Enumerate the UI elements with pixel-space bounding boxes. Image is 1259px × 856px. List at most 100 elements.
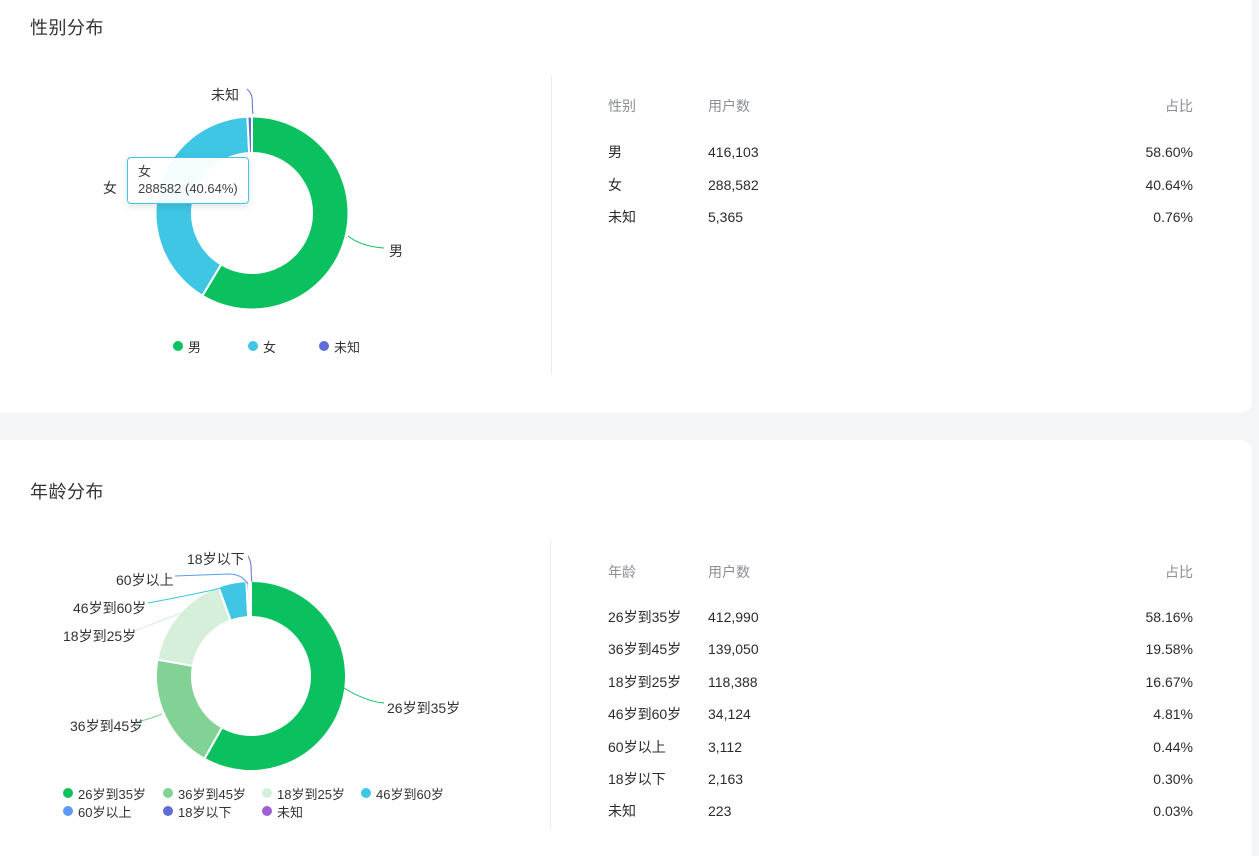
cell-label: 18岁到25岁 (608, 674, 682, 690)
legend-item-unknown[interactable]: 未知 (319, 337, 360, 355)
legend-item-unknown-age[interactable]: 未知 (262, 802, 303, 820)
age-table-header: 年龄 用户数 占比 (608, 562, 1193, 582)
legend-item-female[interactable]: 女 (248, 337, 276, 355)
callout-line-46-60 (147, 585, 231, 604)
table-row: 男 416,103 58.60% (608, 142, 1193, 162)
vertical-divider (551, 75, 552, 375)
age-section-title: 年龄分布 (30, 482, 104, 502)
callout-label-unknown: 未知 (211, 87, 239, 103)
cell-users: 34,124 (708, 706, 751, 722)
header-gender: 性别 (608, 98, 636, 114)
cell-percent: 58.60% (1145, 144, 1193, 160)
cell-label: 男 (608, 144, 622, 160)
legend-dot-26-35 (63, 788, 73, 798)
cell-users: 2,163 (708, 771, 744, 787)
table-row: 26岁到35岁 412,990 58.16% (608, 607, 1193, 627)
callout-line-male (347, 235, 385, 249)
callout-label-under-18: 18岁以下 (187, 551, 245, 567)
legend-label-male: 男 (188, 339, 202, 355)
cell-label: 女 (608, 177, 622, 193)
tooltip-value: 288582 (40.64%) (138, 181, 238, 196)
callout-label-60-plus: 60岁以上 (116, 572, 174, 588)
cell-label: 60岁以上 (608, 739, 666, 755)
header-percent: 占比 (1165, 98, 1193, 114)
cell-percent: 0.30% (1153, 771, 1193, 787)
cell-percent: 4.81% (1153, 706, 1193, 722)
cell-label: 18岁以下 (608, 771, 666, 787)
cell-users: 118,388 (708, 674, 758, 690)
cell-percent: 19.58% (1145, 641, 1193, 657)
cell-label: 36岁到45岁 (608, 641, 682, 657)
callout-line-under-18 (247, 555, 253, 583)
callout-label-46-60: 46岁到60岁 (73, 600, 147, 616)
vertical-divider (550, 540, 551, 830)
legend-item-under-18[interactable]: 18岁以下 (163, 802, 231, 820)
header-percent: 占比 (1165, 564, 1193, 580)
legend-label-unknown: 未知 (334, 339, 361, 355)
table-row: 未知 5,365 0.76% (608, 207, 1193, 227)
cell-users: 3,112 (708, 739, 742, 755)
legend-dot-36-45 (163, 788, 173, 798)
section-gap (0, 413, 1259, 440)
legend-dot-46-60 (361, 788, 371, 798)
gender-chart-area: 未知 女 男 女 288582 (40.64%) 男 女 未知 (0, 0, 552, 413)
age-callout-lines (134, 555, 385, 723)
legend-label-female: 女 (263, 339, 277, 355)
legend-dot-under-18 (163, 806, 173, 816)
legend-item-male[interactable]: 男 (173, 337, 201, 355)
cell-percent: 58.16% (1145, 609, 1193, 625)
cell-label: 未知 (608, 803, 636, 819)
header-age: 年龄 (608, 564, 636, 580)
table-row: 18岁以下 2,163 0.30% (608, 769, 1193, 789)
callout-line-36-45 (136, 713, 163, 723)
callout-label-male: 男 (389, 243, 403, 259)
callout-line-unknown (246, 88, 254, 115)
legend-dot-unknown (319, 341, 329, 351)
cell-label: 46岁到60岁 (608, 706, 682, 722)
table-row: 60岁以上 3,112 0.44% (608, 737, 1193, 757)
legend-item-26-35[interactable]: 26岁到35岁 (63, 784, 146, 802)
cell-percent: 0.03% (1153, 803, 1193, 819)
cell-percent: 0.44% (1153, 739, 1193, 755)
cell-users: 288,582 (708, 177, 759, 193)
pie-slice-未知[interactable] (246, 115, 253, 155)
table-row: 36岁到45岁 139,050 19.58% (608, 639, 1193, 659)
table-row: 18岁到25岁 118,388 16.67% (608, 672, 1193, 692)
legend-label-18-25: 18岁到25岁 (277, 786, 345, 802)
age-chart-area: 18岁以下 60岁以上 46岁到60岁 18岁到25岁 36岁到45岁 26岁到… (0, 440, 552, 856)
chart-tooltip: 女 288582 (40.64%) (127, 157, 249, 204)
cell-users: 139,050 (708, 641, 759, 657)
legend-label-46-60: 46岁到60岁 (376, 786, 444, 802)
legend-label-36-45: 36岁到45岁 (178, 786, 246, 802)
header-users: 用户数 (708, 98, 750, 114)
legend-dot-male (173, 341, 183, 351)
cell-users: 416,103 (708, 144, 759, 160)
gender-section-card: 性别分布 未知 女 男 女 288582 (40.64%) 男 女 未知 性 (0, 0, 1252, 413)
legend-item-36-45[interactable]: 36岁到45岁 (163, 784, 246, 802)
legend-label-26-35: 26岁到35岁 (78, 786, 146, 802)
age-donut-chart[interactable] (0, 440, 552, 856)
age-section-card: 年龄分布 18岁以下 60岁以上 46岁到60岁 18岁到25岁 36岁到45岁… (0, 440, 1252, 856)
cell-percent: 0.76% (1153, 209, 1193, 225)
legend-dot-60-plus (63, 806, 73, 816)
cell-percent: 40.64% (1145, 177, 1193, 193)
legend-label-60-plus: 60岁以上 (78, 804, 132, 820)
age-table: 年龄 用户数 占比 26岁到35岁 412,990 58.16% 36岁到45岁… (608, 440, 1193, 856)
legend-label-under-18: 18岁以下 (178, 804, 232, 820)
callout-line-26-35 (343, 687, 385, 704)
callout-line-60-plus (174, 573, 249, 585)
tooltip-series-name: 女 (138, 164, 152, 179)
cell-label: 26岁到35岁 (608, 609, 682, 625)
table-row: 46岁到60岁 34,124 4.81% (608, 704, 1193, 724)
cell-users: 223 (708, 803, 732, 819)
gender-table-header: 性别 用户数 占比 (608, 96, 1193, 116)
legend-item-46-60[interactable]: 46岁到60岁 (361, 784, 444, 802)
legend-item-18-25[interactable]: 18岁到25岁 (262, 784, 345, 802)
pie-slice-26岁到35岁[interactable] (203, 580, 347, 772)
callout-label-26-35: 26岁到35岁 (387, 700, 461, 716)
legend-item-60-plus[interactable]: 60岁以上 (63, 802, 131, 820)
callout-label-18-25: 18岁到25岁 (63, 628, 137, 644)
callout-label-female: 女 (103, 180, 117, 196)
pie-slice-男[interactable] (201, 115, 350, 311)
gender-table: 性别 用户数 占比 男 416,103 58.60% 女 288,582 40.… (608, 0, 1193, 413)
